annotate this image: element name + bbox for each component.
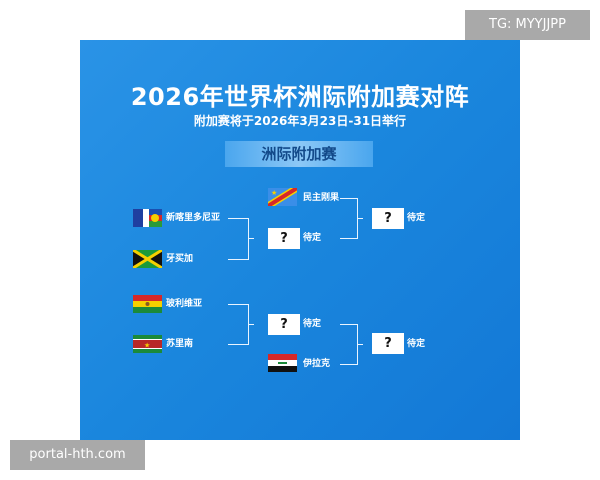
- section-banner: 洲际附加赛: [225, 141, 373, 167]
- bracket-line: [228, 344, 248, 345]
- watermark-bottom-left: portal-hth.com: [10, 440, 145, 470]
- bracket-line: [340, 198, 357, 199]
- jamaica-flag-icon: [133, 250, 162, 268]
- team-jamaica: 牙买加: [166, 254, 194, 264]
- bracket-line: [228, 259, 248, 260]
- top-final-qualifier: 待定: [407, 213, 426, 223]
- tbd-placeholder-icon: ?: [268, 314, 300, 335]
- bracket-line: [340, 364, 357, 365]
- dr-congo-flag-icon: ★: [268, 188, 297, 206]
- tbd-placeholder-icon: ?: [268, 228, 300, 249]
- poster-title: 2026年世界杯洲际附加赛对阵: [130, 83, 470, 111]
- bolivia-flag-icon: [133, 295, 162, 313]
- bracket-line: [248, 218, 249, 260]
- team-bolivia: 玻利维亚: [166, 299, 203, 309]
- suriname-flag-icon: ★: [133, 335, 162, 353]
- team-new-caledonia: 新喀里多尼亚: [166, 213, 221, 223]
- bottom-semi-winner: 待定: [303, 319, 322, 329]
- svg-text:★: ★: [144, 342, 150, 350]
- bracket-line: [228, 218, 248, 219]
- team-suriname: 苏里南: [166, 339, 194, 349]
- bracket-line: [357, 344, 363, 345]
- bracket-line: [340, 238, 357, 239]
- iraq-flag-icon: [268, 354, 297, 372]
- team-dr-congo: 民主刚果: [303, 193, 340, 203]
- bracket-line: [248, 324, 254, 325]
- watermark-top-right: TG: MYYJJPP: [465, 10, 590, 40]
- bracket-poster: 2026年世界杯洲际附加赛对阵 附加赛将于2026年3月23日-31日举行 洲际…: [80, 40, 520, 440]
- tbd-placeholder-icon: ?: [372, 208, 404, 229]
- top-semi-winner: 待定: [303, 233, 322, 243]
- bracket-line: [357, 218, 363, 219]
- bracket-line: [248, 238, 254, 239]
- new-caledonia-flag-icon: [133, 209, 162, 227]
- bottom-final-qualifier: 待定: [407, 339, 426, 349]
- bracket-line: [340, 324, 357, 325]
- poster-subtitle: 附加赛将于2026年3月23日-31日举行: [193, 114, 407, 128]
- svg-text:★: ★: [271, 189, 277, 197]
- bracket-line: [228, 304, 248, 305]
- team-iraq: 伊拉克: [303, 359, 331, 369]
- tbd-placeholder-icon: ?: [372, 333, 404, 354]
